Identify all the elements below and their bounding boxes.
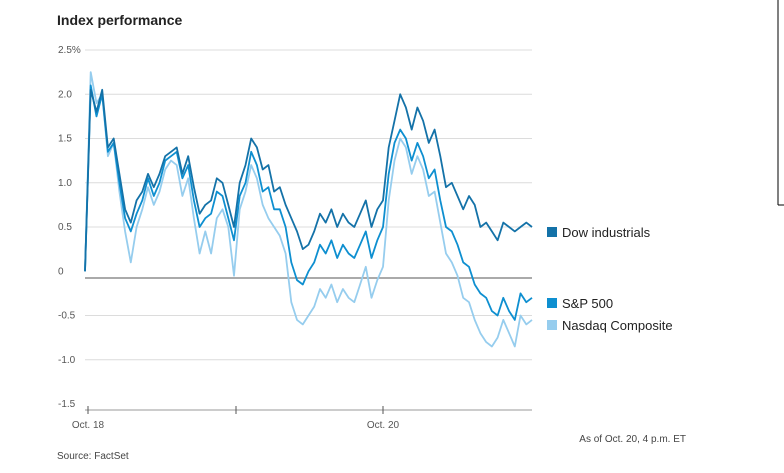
legend-swatch (547, 320, 557, 330)
y-tick-label: 0.5 (58, 222, 72, 233)
legend-swatch (547, 298, 557, 308)
y-tick-label: 0 (58, 266, 64, 277)
series-line-dow-industrials (84, 88, 533, 272)
x-tick-label: Oct. 18 (72, 420, 105, 431)
legend-label: Dow industrials (562, 225, 651, 240)
y-tick-label: 2.5% (58, 45, 81, 56)
legend-swatch (547, 227, 557, 237)
as-of-note: As of Oct. 20, 4 p.m. ET (579, 434, 686, 445)
legend-label: S&P 500 (562, 296, 613, 311)
y-tick-label: 1.5 (58, 134, 72, 145)
legend-label: Nasdaq Composite (562, 318, 673, 333)
legend: Dow industrials S&P 500 Nasdaq Composite (547, 225, 673, 333)
y-tick-label: -1.0 (58, 355, 76, 366)
y-tick-label: 1.0 (58, 178, 72, 189)
chart-title: Index performance (57, 12, 182, 28)
y-tick-label: -1.5 (58, 399, 76, 410)
y-tick-label: 2.0 (58, 89, 72, 100)
series-line-nasdaq-composite (84, 71, 533, 348)
series-line-s-p-500 (84, 84, 533, 321)
series-lines (84, 71, 533, 348)
x-tick-label: Oct. 20 (367, 420, 400, 431)
y-tick-label: -0.5 (58, 311, 76, 322)
y-axis-tick-labels: 2.5% 2.0 1.5 1.0 0.5 0 -0.5 -1.0 -1.5 (58, 45, 81, 410)
source-note: Source: FactSet (57, 451, 129, 462)
x-axis-ticks: Oct. 18 Oct. 20 (72, 406, 400, 431)
